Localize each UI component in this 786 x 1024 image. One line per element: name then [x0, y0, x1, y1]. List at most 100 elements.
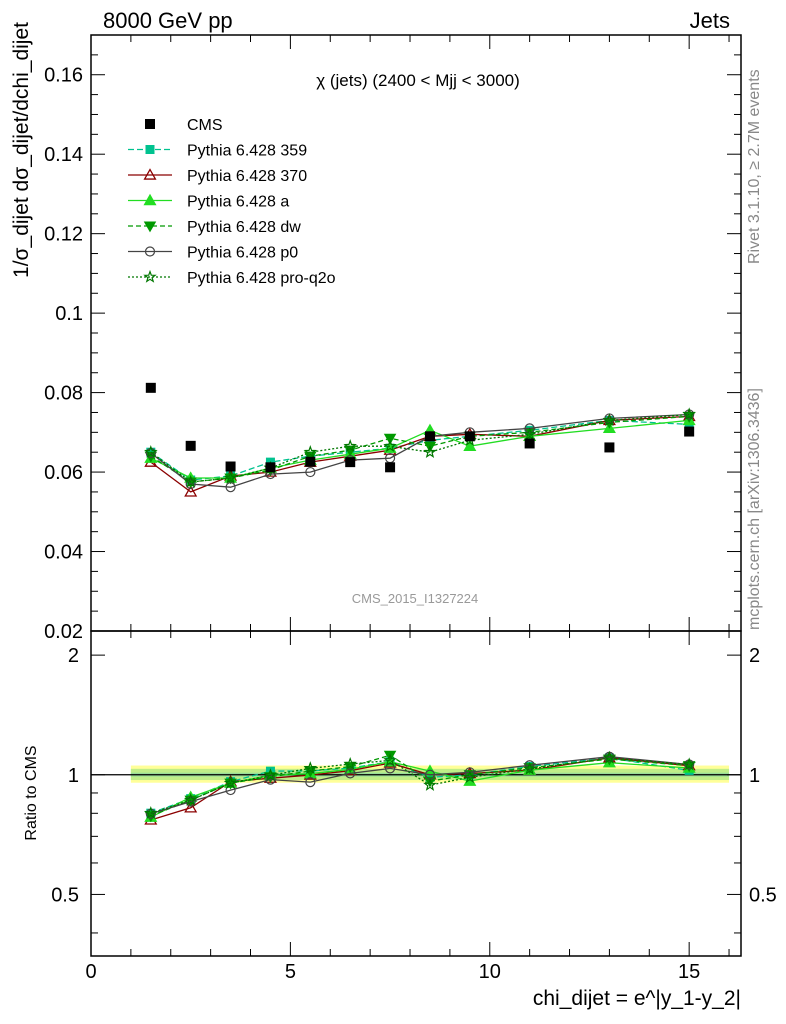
series-point-4-2 — [225, 482, 236, 493]
header-process-label: 8000 GeV pp — [103, 8, 233, 33]
y-tick-label-0.1: 0.1 — [55, 303, 83, 325]
legend-label-0: CMS — [187, 117, 223, 134]
ratio-y-axis-label: Ratio to CMS — [23, 745, 40, 840]
series-point-5-6 — [383, 439, 397, 453]
ratio-point-5-6 — [383, 753, 397, 767]
ratio-y-tick-label-right-0.5: 0.5 — [749, 884, 777, 906]
y-tick-label-0.12: 0.12 — [44, 224, 83, 246]
analysis-watermark: CMS_2015_I1327224 — [352, 591, 479, 606]
series-point-5-5 — [343, 439, 357, 453]
legend-label-4: Pythia 6.428 dw — [187, 219, 301, 236]
ratio-point-4-4 — [305, 777, 316, 788]
ratio-point-4-8 — [464, 767, 475, 778]
header-category-label: Jets — [689, 8, 730, 33]
data-point-3 — [265, 462, 276, 473]
ratio-y-tick-label-2: 2 — [68, 645, 79, 667]
axis-labels: 0 5 10 15 0.02 0.04 0.06 0.08 0.1 0.12 0.14 0.16 0.5… — [10, 22, 777, 1010]
ratio-point-5-2 — [223, 775, 238, 789]
y-tick-label-0.08: 0.08 — [44, 383, 83, 405]
x-tick-label-0: 0 — [85, 961, 96, 983]
legend-label-2: Pythia 6.428 370 — [187, 168, 307, 185]
ratio-series-line-2 — [150, 761, 690, 818]
legend: CMS Pythia 6.428 359 Pythia 6.428 370 Pythi… — [128, 117, 336, 287]
legend-marker-5 — [144, 246, 156, 257]
legend-marker-1 — [145, 145, 155, 154]
y-tick-label-0.04: 0.04 — [44, 542, 83, 564]
x-tick-label-5: 5 — [285, 961, 296, 983]
ratio-point-5-8 — [463, 770, 477, 784]
ratio-y-tick-label-0.5: 0.5 — [51, 884, 79, 906]
ratio-y-tick-label-right-2: 2 — [749, 645, 760, 667]
ratio-point-3-7 — [423, 776, 437, 788]
ratio-point-5-5 — [343, 756, 357, 770]
ratio-y-tick-label-1: 1 — [68, 765, 79, 787]
data-point-8 — [464, 431, 475, 442]
ratio-y-tick-label-right-1: 1 — [749, 765, 760, 787]
ratio-point-5-9 — [522, 761, 537, 775]
x-axis-label: chi_dijet = e^|y_1-y_2| — [533, 987, 741, 1010]
data-point-7 — [424, 431, 435, 442]
series-point-5-1 — [183, 474, 198, 488]
y-tick-label-0.14: 0.14 — [44, 144, 83, 166]
ratio-point-5-3 — [263, 768, 278, 782]
ratio-point-5-11 — [682, 757, 696, 771]
series-line-0 — [150, 419, 690, 481]
series-line-3 — [150, 415, 690, 483]
axes — [90, 34, 742, 957]
chart-title: χ (jets) (2400 < Mjj < 3000) — [316, 71, 520, 90]
series-line-5 — [150, 413, 690, 483]
data-point-0 — [145, 382, 156, 393]
legend-marker-3 — [143, 193, 157, 206]
legend-label-1: Pythia 6.428 359 — [187, 143, 307, 160]
data-point-6 — [385, 462, 396, 473]
y-tick-label-0.06: 0.06 — [44, 462, 83, 484]
legend-label-6: Pythia 6.428 pro-q2o — [187, 270, 336, 287]
series-point-2-8 — [463, 439, 477, 451]
data-point-4 — [305, 456, 316, 467]
series-point-5-9 — [522, 427, 537, 441]
ratio-series-line-3 — [150, 754, 690, 817]
data-point-1 — [185, 440, 196, 451]
ratio-point-4-5 — [345, 768, 356, 779]
ratio-point-1-1 — [184, 801, 198, 813]
y-axis-label: 1/σ_dijet dσ_dijet/dchi_dijet — [10, 22, 33, 278]
series-line-2 — [150, 419, 690, 479]
main-plot-area — [144, 382, 696, 497]
ratio-point-4-6 — [384, 763, 396, 774]
series-point-5-10 — [602, 413, 617, 427]
ratio-frame — [90, 630, 742, 957]
series-point-4-9 — [524, 423, 535, 434]
legend-marker-4 — [143, 221, 157, 233]
series-point-5-2 — [223, 470, 238, 484]
series-line-4 — [150, 413, 690, 488]
series-point-5-4 — [303, 445, 318, 459]
legend-marker-2 — [143, 168, 157, 180]
series-point-3-6 — [383, 433, 397, 445]
ratio-series-line-4 — [150, 756, 690, 815]
data-point-2 — [225, 461, 236, 472]
series-point-1-1 — [184, 485, 198, 497]
x-tick-label-15: 15 — [678, 961, 700, 983]
legend-label-3: Pythia 6.428 a — [187, 194, 289, 211]
ratio-point-5-10 — [602, 750, 617, 764]
legend-marker-0 — [145, 119, 155, 129]
series-point-4-1 — [185, 478, 196, 490]
legend-label-5: Pythia 6.428 p0 — [187, 245, 298, 262]
series-point-5-7 — [423, 445, 437, 459]
ratio-point-5-0 — [144, 806, 158, 820]
ratio-point-5-4 — [303, 761, 318, 775]
data-point-10 — [604, 442, 615, 453]
series-point-4-4 — [305, 466, 316, 478]
data-point-9 — [524, 438, 535, 449]
ratio-point-5-7 — [423, 777, 437, 791]
y-tick-label-0.02: 0.02 — [44, 621, 83, 643]
series-point-5-0 — [144, 445, 158, 459]
ratio-point-5-1 — [183, 792, 198, 806]
data-point-11 — [684, 426, 695, 437]
y-tick-label-0.16: 0.16 — [44, 65, 83, 87]
ratio-point-4-9 — [524, 760, 535, 771]
data-point-5 — [345, 457, 356, 468]
x-tick-label-10: 10 — [479, 961, 501, 983]
series-point-5-11 — [682, 407, 696, 421]
